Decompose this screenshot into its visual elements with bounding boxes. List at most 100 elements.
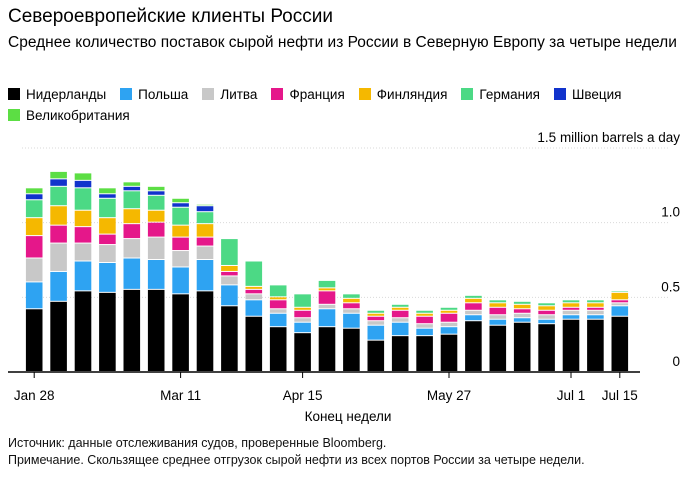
bar-segment-apr-1-4 xyxy=(245,286,263,289)
bar-segment-jul-1-2 xyxy=(562,310,580,315)
bar-segment-feb-25-7 xyxy=(123,182,141,186)
bar-segment-apr-15-4 xyxy=(294,307,311,310)
bar-segment-jul-15-2 xyxy=(611,303,629,306)
bar-segment-may-20-4 xyxy=(416,313,433,316)
bar-segment-may-6-1 xyxy=(367,325,385,340)
bar-segment-may-20-0 xyxy=(416,336,433,371)
bar-segment-feb-4-7 xyxy=(50,171,67,179)
bar-segment-jun-10-0 xyxy=(489,325,507,371)
bar-segment-apr-8-5 xyxy=(269,285,287,297)
bar-segment-apr-8-2 xyxy=(269,309,287,313)
bar-segment-jun-10-3 xyxy=(489,307,507,315)
bar-segment-jan-28-1 xyxy=(25,282,43,309)
bar-segment-feb-25-2 xyxy=(123,239,141,258)
bar-segment-apr-22-5 xyxy=(318,280,336,288)
bar-segment-may-6-3 xyxy=(367,316,385,321)
bar-segment-mar-18-6 xyxy=(196,206,214,212)
bar-segment-feb-11-2 xyxy=(74,243,92,261)
bar-segment-feb-18-3 xyxy=(99,234,116,245)
bar-segment-jul-8-1 xyxy=(587,315,604,319)
bar-segment-mar-4-0 xyxy=(147,289,165,371)
bar-segment-feb-11-5 xyxy=(74,188,92,210)
bar-segment-apr-8-1 xyxy=(269,313,287,327)
bar-segment-jul-8-4 xyxy=(587,303,604,307)
bar-segment-feb-11-3 xyxy=(74,227,92,243)
method-note: Примечание. Скользящее среднее отгрузок … xyxy=(8,453,585,467)
bar-segment-mar-11-1 xyxy=(172,267,189,294)
bar-segment-jul-15-1 xyxy=(611,306,629,316)
x-tick-label-1: Mar 11 xyxy=(160,388,201,403)
bar-segment-feb-11-4 xyxy=(74,210,92,227)
bar-segment-apr-1-0 xyxy=(245,316,263,371)
bar-segment-jun-17-0 xyxy=(513,322,531,371)
bar-segment-apr-29-4 xyxy=(343,298,360,303)
bar-segment-jun-24-0 xyxy=(538,324,555,371)
bar-segment-jun-10-2 xyxy=(489,315,507,319)
bar-segment-feb-11-1 xyxy=(74,261,92,291)
bar-segment-jun-17-2 xyxy=(513,313,531,318)
bar-segment-mar-11-0 xyxy=(172,294,189,371)
bar-segment-may-13-2 xyxy=(391,318,409,322)
bar-segment-mar-11-4 xyxy=(172,225,189,237)
legend-item-1: Польша xyxy=(120,84,188,105)
bar-segment-jun-3-2 xyxy=(465,310,482,315)
bar-segment-jan-28-7 xyxy=(25,188,43,194)
bar-segment-feb-11-6 xyxy=(74,180,92,188)
bar-segment-jun-24-4 xyxy=(538,306,555,310)
bar-segment-feb-4-2 xyxy=(50,243,67,271)
legend-swatch xyxy=(8,109,20,121)
bar-segment-mar-25-3 xyxy=(221,271,238,276)
bar-segment-jul-8-0 xyxy=(587,319,604,371)
bars xyxy=(25,171,629,371)
bar-segment-mar-11-7 xyxy=(172,198,189,203)
bar-segment-apr-22-4 xyxy=(318,288,336,291)
bar-segment-may-13-3 xyxy=(391,310,409,318)
bar-segment-jun-3-3 xyxy=(465,303,482,310)
bar-segment-feb-18-7 xyxy=(99,188,116,194)
legend-label: Нидерланды xyxy=(26,87,107,102)
bar-segment-mar-11-6 xyxy=(172,203,189,207)
bar-segment-may-27-2 xyxy=(440,322,458,327)
footer: Источник: данные отслеживания судов, про… xyxy=(8,435,585,469)
gridlines xyxy=(22,147,668,298)
bar-segment-may-6-5 xyxy=(367,310,385,313)
bar-segment-may-6-2 xyxy=(367,321,385,325)
x-axis-label: Конец недели xyxy=(305,409,392,424)
bar-segment-mar-4-4 xyxy=(147,210,165,222)
bar-segment-apr-1-3 xyxy=(245,289,263,294)
bar-segment-mar-4-1 xyxy=(147,260,165,289)
bar-segment-apr-8-4 xyxy=(269,297,287,300)
bar-segment-jul-1-1 xyxy=(562,315,580,319)
bar-segment-apr-15-5 xyxy=(294,294,311,307)
bar-segment-jul-8-2 xyxy=(587,310,604,315)
bar-segment-feb-25-4 xyxy=(123,209,141,224)
bar-segment-may-13-4 xyxy=(391,307,409,310)
legend-swatch xyxy=(8,88,20,100)
bar-segment-apr-1-5 xyxy=(245,261,263,286)
bar-segment-apr-29-1 xyxy=(343,313,360,328)
bar-segment-feb-18-1 xyxy=(99,262,116,292)
y-tick-label-0: 0 xyxy=(672,354,680,369)
bar-segment-apr-22-1 xyxy=(318,309,336,327)
bar-segment-apr-29-3 xyxy=(343,303,360,309)
bar-segment-feb-4-1 xyxy=(50,271,67,301)
legend-item-0: Нидерланды xyxy=(8,84,106,105)
legend-swatch xyxy=(461,88,474,100)
bar-segment-mar-25-0 xyxy=(221,306,238,371)
bar-segment-jan-28-6 xyxy=(25,194,43,200)
bar-segment-apr-15-0 xyxy=(294,333,311,371)
bar-segment-jul-1-0 xyxy=(562,319,580,371)
legend-label: Франция xyxy=(289,87,345,102)
bar-segment-may-20-5 xyxy=(416,310,433,313)
bar-segment-may-20-2 xyxy=(416,324,433,328)
bar-segment-apr-8-3 xyxy=(269,300,287,309)
x-tick-label-4: Jul 1 xyxy=(557,388,586,403)
bar-segment-jul-1-3 xyxy=(562,307,580,310)
legend: Нидерланды Польша Литва Франция Финляндия Гер… xyxy=(8,84,678,126)
bar-segment-feb-25-3 xyxy=(123,224,141,239)
legend-swatch xyxy=(271,88,284,100)
bar-segment-apr-29-0 xyxy=(343,328,360,371)
legend-item-5: Германия xyxy=(461,84,540,105)
